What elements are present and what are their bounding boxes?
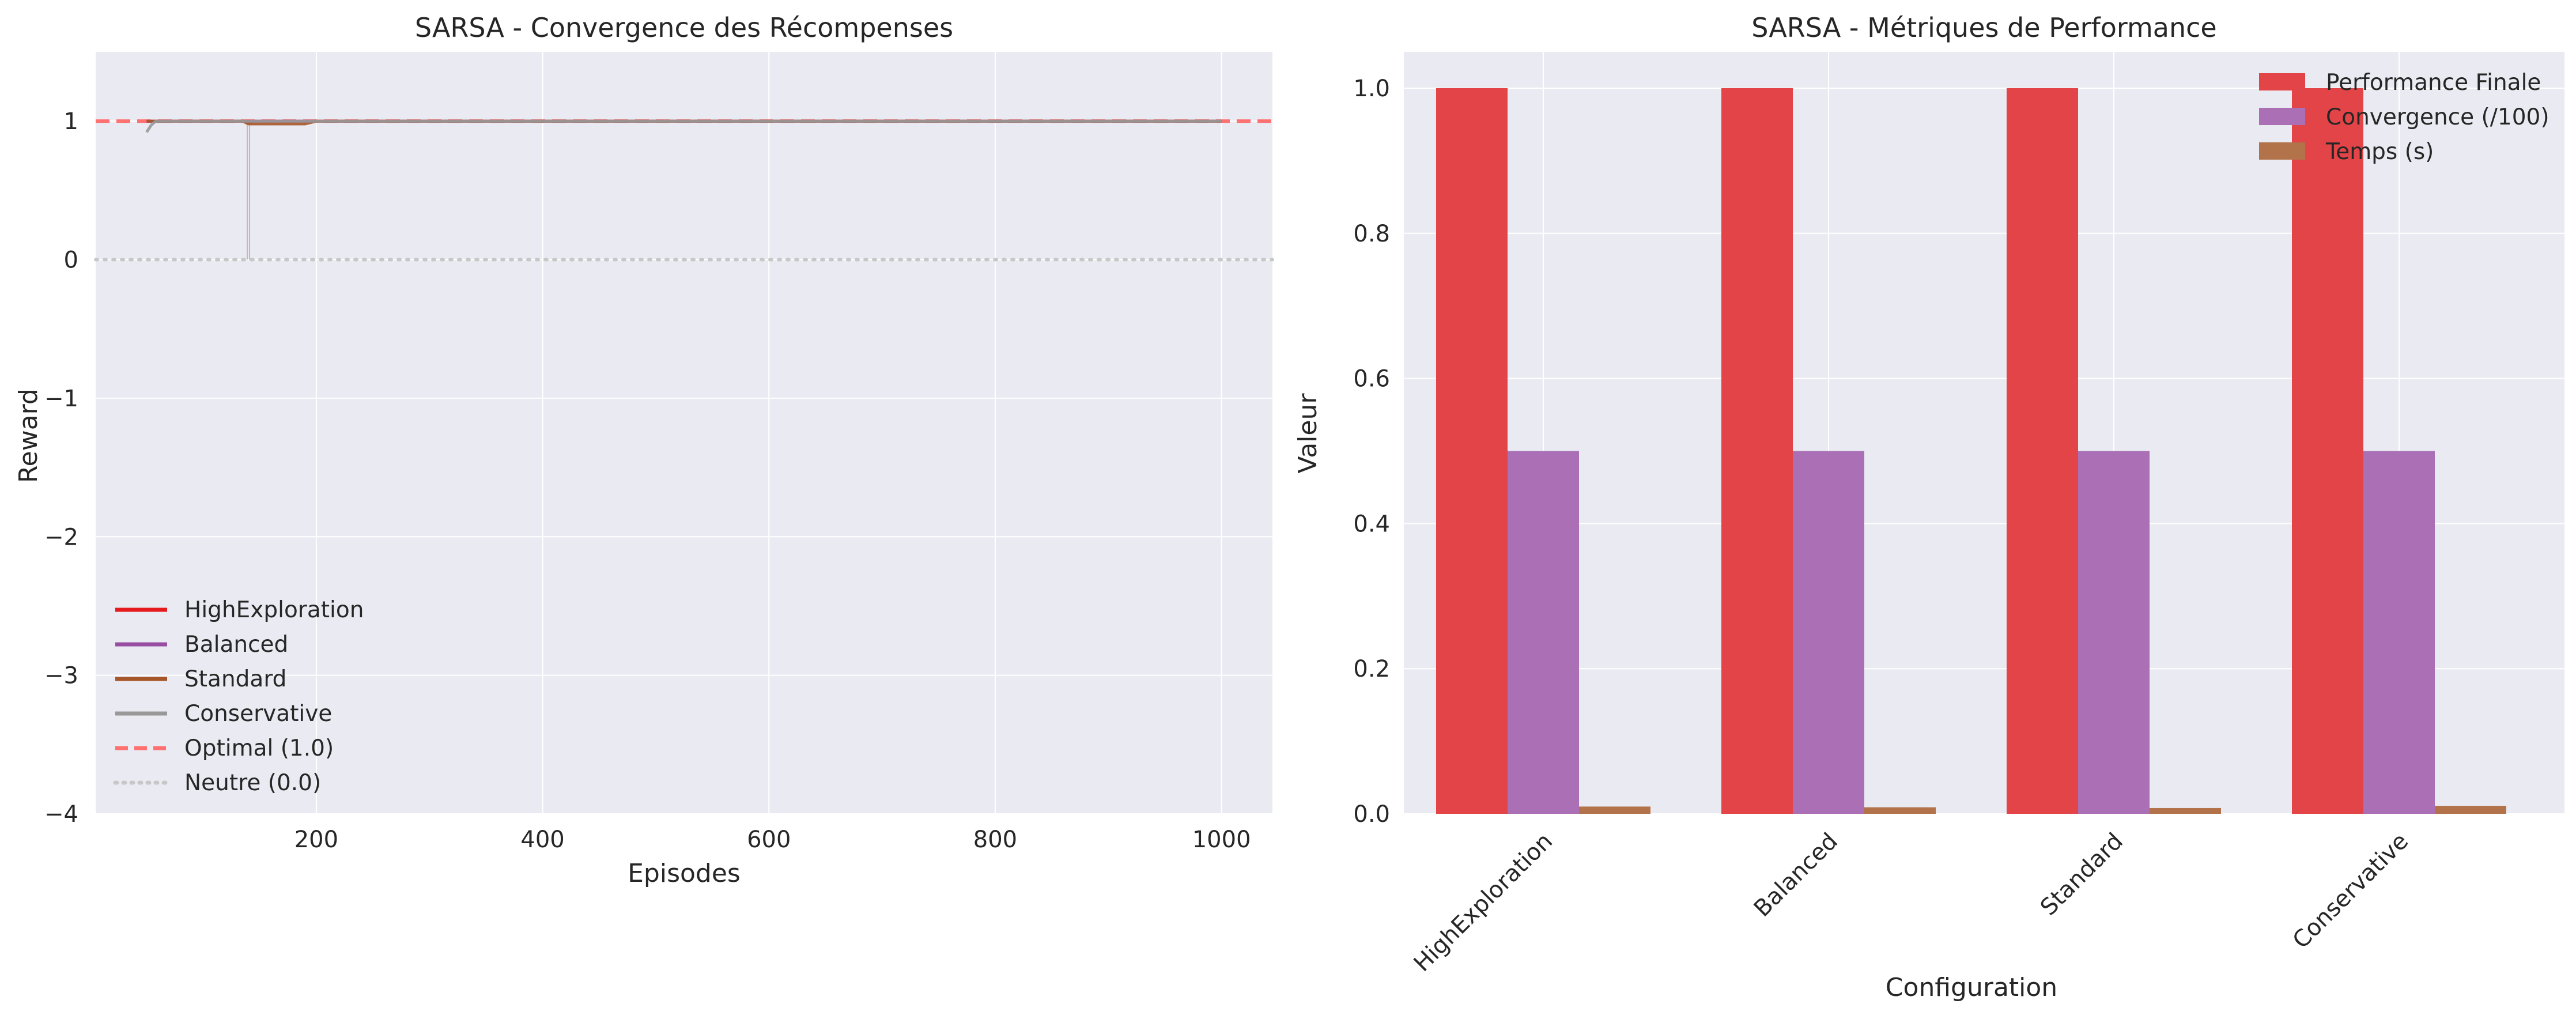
bar-temps-s--highexploration	[1579, 806, 1650, 814]
category-tick-label: Conservative	[2288, 828, 2413, 954]
legend-label: Neutre (0.0)	[184, 770, 321, 796]
left-y-tick-label: −4	[44, 801, 78, 828]
left-y-tick-label: −3	[44, 663, 78, 689]
legend-label: Optimal (1.0)	[184, 735, 334, 761]
legend-label: Conservative	[184, 701, 332, 727]
left-x-tick-label: 800	[973, 826, 1017, 853]
left-x-tick-label: 1000	[1192, 826, 1251, 853]
bar-convergence-100--highexploration	[1508, 451, 1579, 814]
left-x-axis-label: Episodes	[628, 859, 741, 888]
performance-metrics-chart: HighExploration Balanced Standard Conservat…	[1293, 12, 2564, 1002]
right-bars	[1436, 88, 2506, 814]
right-y-tick-label: 0.6	[1353, 366, 1390, 392]
left-y-tick-labels: 1 0 −1 −2 −3 −4	[44, 108, 78, 828]
right-y-tick-label: 0.2	[1353, 656, 1390, 682]
right-chart-title: SARSA - Métriques de Performance	[1751, 12, 2216, 43]
category-tick-label: Standard	[2035, 828, 2128, 921]
category-tick-label: Balanced	[1749, 828, 1843, 922]
legend-swatch	[2259, 108, 2305, 125]
left-y-tick-label: −1	[44, 386, 78, 412]
category-tick-label: HighExploration	[1409, 828, 1558, 977]
left-legend: HighExploration Balanced Standard Conservat…	[113, 597, 364, 796]
right-y-axis-label: Valeur	[1293, 393, 1323, 474]
left-x-tick-label: 600	[747, 826, 791, 853]
right-x-axis-label: Configuration	[1886, 973, 2057, 1002]
legend-swatch	[2259, 73, 2305, 90]
left-y-tick-label: 0	[64, 247, 78, 274]
bar-performance-finale-balanced	[1721, 88, 1793, 814]
bar-convergence-100--standard	[2078, 451, 2150, 814]
right-y-tick-labels: 0.0 0.2 0.4 0.6 0.8 1.0	[1353, 76, 1390, 828]
left-y-tick-label: −2	[44, 524, 78, 550]
left-x-tick-label: 400	[520, 826, 564, 853]
legend-label: Balanced	[184, 632, 288, 658]
left-y-axis-label: Reward	[14, 388, 43, 483]
left-x-tick-label: 200	[294, 826, 338, 853]
left-x-tick-labels: 200 400 600 800 1000	[294, 826, 1251, 853]
reward-convergence-chart: 200 400 600 800 1000 1 0 −1 −2 −3 −4 SARSA - Conv…	[14, 12, 1274, 888]
left-axes-background	[96, 52, 1272, 814]
bar-performance-finale-standard	[2007, 88, 2078, 814]
bar-temps-s--standard	[2150, 807, 2221, 814]
right-y-tick-label: 1.0	[1353, 76, 1390, 102]
bar-temps-s--balanced	[1864, 807, 1936, 814]
bar-performance-finale-conservative	[2292, 88, 2363, 814]
right-y-tick-label: 0.4	[1353, 511, 1390, 537]
left-series-lines	[145, 119, 1222, 133]
left-raw-spikes	[247, 121, 251, 260]
right-x-tick-labels: HighExploration Balanced Standard Conservat…	[1409, 828, 2413, 977]
right-y-tick-label: 0.0	[1353, 801, 1390, 828]
legend-label: Convergence (/100)	[2326, 104, 2549, 130]
legend-label: Standard	[184, 666, 286, 692]
legend-label: Performance Finale	[2326, 70, 2541, 96]
legend-label: HighExploration	[184, 597, 364, 623]
left-y-tick-label: 1	[64, 108, 78, 135]
left-chart-title: SARSA - Convergence des Récompenses	[415, 12, 953, 43]
legend-swatch	[2259, 142, 2305, 160]
bar-convergence-100--conservative	[2363, 451, 2435, 814]
right-legend: Performance Finale Convergence (/100) Temp…	[2259, 70, 2549, 165]
bar-convergence-100--balanced	[1793, 451, 1864, 814]
series-line-conservative	[145, 119, 1222, 133]
legend-label: Temps (s)	[2325, 139, 2434, 165]
bar-performance-finale-highexploration	[1436, 88, 1508, 814]
bar-temps-s--conservative	[2435, 806, 2506, 814]
right-y-tick-label: 0.8	[1353, 221, 1390, 247]
